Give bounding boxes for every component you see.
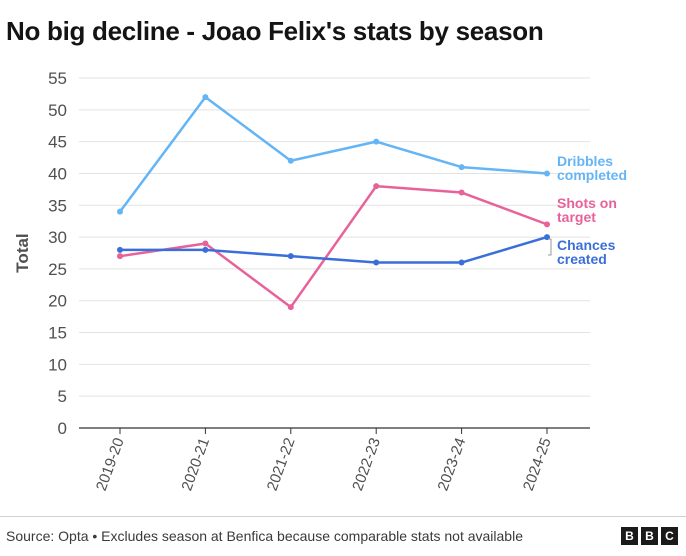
chart-title: No big decline - Joao Felix's stats by s… <box>6 16 544 46</box>
bbc-logo: B B C <box>621 527 678 545</box>
data-point <box>202 240 209 247</box>
y-tick-label: 40 <box>48 164 67 183</box>
series-label-line: Shots on <box>557 195 617 211</box>
data-point <box>287 304 294 311</box>
x-tick-label: 2020-21 <box>178 436 213 494</box>
data-point <box>202 246 209 253</box>
data-point <box>544 221 550 228</box>
data-point <box>287 253 294 260</box>
y-tick-label: 0 <box>58 419 67 438</box>
y-tick-label: 55 <box>48 69 67 88</box>
y-tick-label: 45 <box>48 133 67 152</box>
series-line <box>118 235 549 264</box>
logo-letter: C <box>661 527 678 545</box>
data-point <box>117 253 123 260</box>
x-tick-label: 2022-23 <box>349 436 384 494</box>
series-line <box>118 95 549 213</box>
x-tick-label: 2019-20 <box>93 436 128 494</box>
series-label: Shots on target <box>557 195 617 225</box>
footer-divider <box>0 516 686 517</box>
data-point <box>117 208 123 215</box>
series-label: Dribbles completed <box>557 153 627 183</box>
y-tick-label: 50 <box>48 101 67 120</box>
y-axis-title: Total <box>13 233 32 272</box>
x-tick-label: 2021-22 <box>264 436 299 494</box>
y-tick-label: 5 <box>58 387 67 406</box>
x-tick-label: 2023-24 <box>435 436 470 494</box>
data-point <box>373 259 380 266</box>
logo-letter: B <box>621 527 638 545</box>
data-point <box>373 183 380 190</box>
y-tick-label: 25 <box>48 260 67 279</box>
data-point <box>544 170 550 177</box>
y-tick-label: 30 <box>48 228 67 247</box>
data-point <box>287 157 294 164</box>
y-tick-label: 35 <box>48 196 67 215</box>
data-point <box>458 189 465 196</box>
source-note: Source: Opta • Excludes season at Benfic… <box>6 528 523 544</box>
logo-letter: B <box>641 527 658 545</box>
series-label-line: completed <box>557 167 627 183</box>
series-label-line: Dribbles <box>557 153 613 169</box>
series-label-line: created <box>557 251 607 267</box>
data-point <box>202 94 209 101</box>
data-point <box>117 246 123 253</box>
y-tick-label: 20 <box>48 292 67 311</box>
series-label-line: Chances <box>557 237 616 253</box>
label-leader-bracket <box>548 238 552 256</box>
series-line <box>118 184 549 309</box>
series-label-line: target <box>557 209 596 225</box>
series-label: Chances created <box>557 237 616 267</box>
x-tick-label: 2024-25 <box>520 436 555 494</box>
y-tick-label: 10 <box>48 355 67 374</box>
data-point <box>458 164 465 171</box>
data-point <box>373 138 380 145</box>
data-point <box>458 259 465 266</box>
y-tick-label: 15 <box>48 324 67 343</box>
line-chart: 0 5 10 15 20 25 30 35 40 45 50 55 2019-20 2020-21 2021… <box>13 69 627 494</box>
